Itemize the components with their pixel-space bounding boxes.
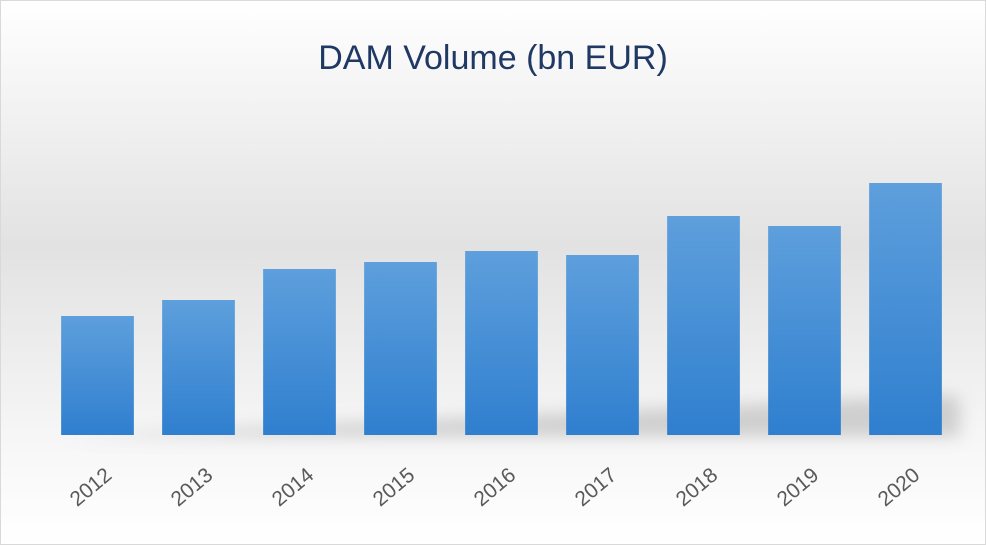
bar xyxy=(162,300,235,435)
chart-title: DAM Volume (bn EUR) xyxy=(318,39,668,77)
bar xyxy=(566,255,639,435)
bar xyxy=(465,251,538,435)
bar xyxy=(768,226,841,435)
bar xyxy=(263,269,336,435)
bar xyxy=(364,262,437,435)
bar xyxy=(61,316,134,435)
bar xyxy=(667,216,740,435)
bar xyxy=(869,183,942,435)
